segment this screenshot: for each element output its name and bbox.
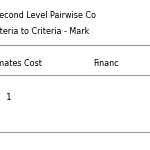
Text: riteria to Criteria - Mark: riteria to Criteria - Mark [0, 27, 89, 36]
Text: imates Cost: imates Cost [0, 58, 42, 68]
Text: 1: 1 [6, 93, 12, 102]
Text: Financ: Financ [93, 58, 119, 68]
Text: Second Level Pairwise Co: Second Level Pairwise Co [0, 11, 96, 20]
